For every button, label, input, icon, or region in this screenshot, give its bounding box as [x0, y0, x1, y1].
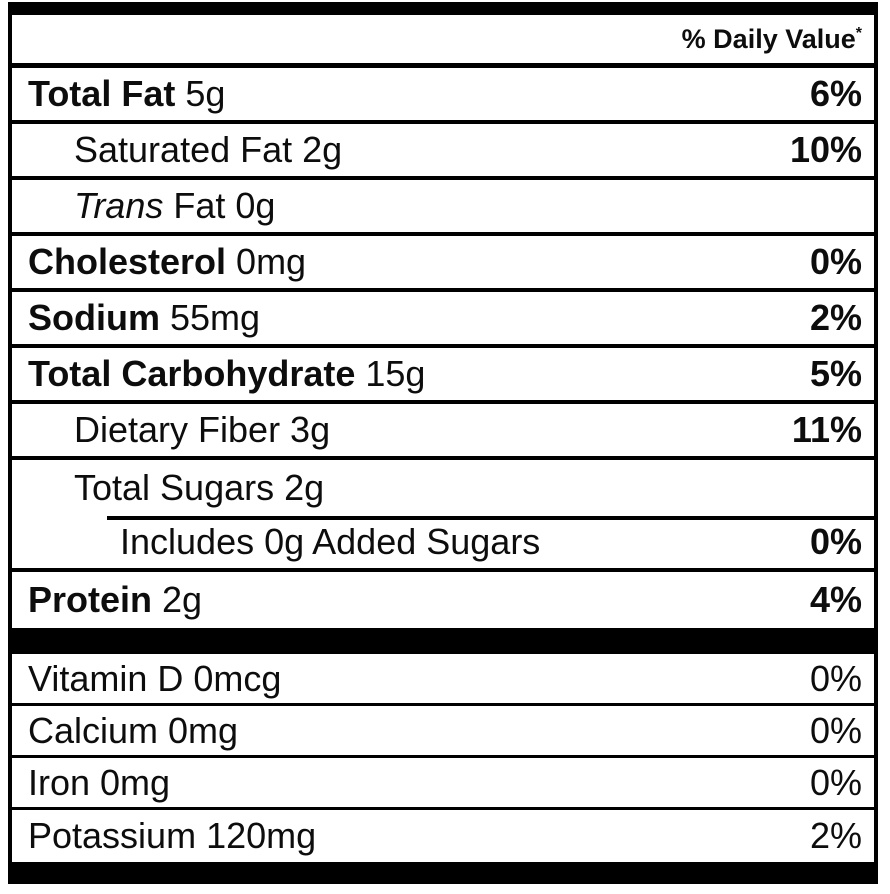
- nutrient-name: Total Fat 5g: [28, 73, 226, 114]
- nutrient-name: Includes 0g Added Sugars: [120, 521, 541, 562]
- nutrient-row-vitamin-d: Vitamin D 0mcg 0%: [12, 654, 874, 706]
- nutrient-name: Vitamin D 0mcg: [28, 657, 282, 699]
- nutrient-row-total-fat: Total Fat 5g 6%: [12, 68, 874, 124]
- daily-value-percent: 5%: [809, 353, 862, 394]
- daily-value-percent: 2%: [809, 815, 862, 856]
- nutrient-row-potassium: Potassium 120mg 2%: [12, 810, 874, 862]
- top-thick-rule: [12, 2, 874, 15]
- daily-value-percent: 10%: [789, 129, 862, 170]
- daily-value-footnote-mark: *: [855, 24, 862, 42]
- nutrient-row-trans-fat: Trans Fat 0g: [12, 180, 874, 236]
- daily-value-percent: 11%: [791, 409, 862, 450]
- daily-value-header-label: % Daily Value*: [681, 23, 862, 54]
- daily-value-header: % Daily Value*: [12, 15, 874, 68]
- nutrient-row-iron: Iron 0mg 0%: [12, 758, 874, 810]
- nutrient-name: Dietary Fiber 3g: [74, 409, 331, 450]
- nutrient-row-calcium: Calcium 0mg 0%: [12, 706, 874, 758]
- daily-value-percent: 4%: [809, 579, 862, 620]
- nutrient-name: Total Carbohydrate 15g: [28, 353, 426, 394]
- daily-value-percent: 0%: [809, 521, 862, 562]
- nutrient-name: Potassium 120mg: [28, 815, 317, 856]
- nutrient-name: Cholesterol 0mg: [28, 241, 307, 282]
- nutrient-name: Calcium 0mg: [28, 709, 239, 751]
- nutrient-row-cholesterol: Cholesterol 0mg 0%: [12, 236, 874, 292]
- nutrient-row-total-sugars: Total Sugars 2g: [12, 460, 874, 516]
- nutrient-row-protein: Protein 2g 4%: [12, 572, 874, 628]
- nutrient-row-sodium: Sodium 55mg 2%: [12, 292, 874, 348]
- nutrient-name: Protein 2g: [28, 579, 203, 620]
- nutrient-name: Trans Fat 0g: [74, 185, 276, 226]
- nutrient-row-added-sugars: Includes 0g Added Sugars 0%: [12, 516, 874, 572]
- nutrient-name: Saturated Fat 2g: [74, 129, 343, 170]
- daily-value-percent: 2%: [809, 297, 862, 338]
- daily-value-percent: 6%: [809, 73, 862, 114]
- bottom-thick-rule: [12, 862, 874, 884]
- nutrition-facts-label: % Daily Value* Total Fat 5g 6% Saturated…: [8, 2, 878, 884]
- daily-value-percent: 0%: [809, 761, 862, 803]
- nutrient-row-saturated-fat: Saturated Fat 2g 10%: [12, 124, 874, 180]
- daily-value-percent: 0%: [809, 657, 862, 699]
- nutrient-name: Iron 0mg: [28, 761, 171, 803]
- daily-value-percent: 0%: [809, 709, 862, 751]
- nutrient-name: Sodium 55mg: [28, 297, 261, 338]
- daily-value-percent: 0%: [809, 241, 862, 282]
- nutrient-row-total-carbohydrate: Total Carbohydrate 15g 5%: [12, 348, 874, 404]
- section-divider-thick-rule: [12, 628, 874, 654]
- nutrient-row-dietary-fiber: Dietary Fiber 3g 11%: [12, 404, 874, 460]
- nutrient-name: Total Sugars 2g: [74, 467, 325, 508]
